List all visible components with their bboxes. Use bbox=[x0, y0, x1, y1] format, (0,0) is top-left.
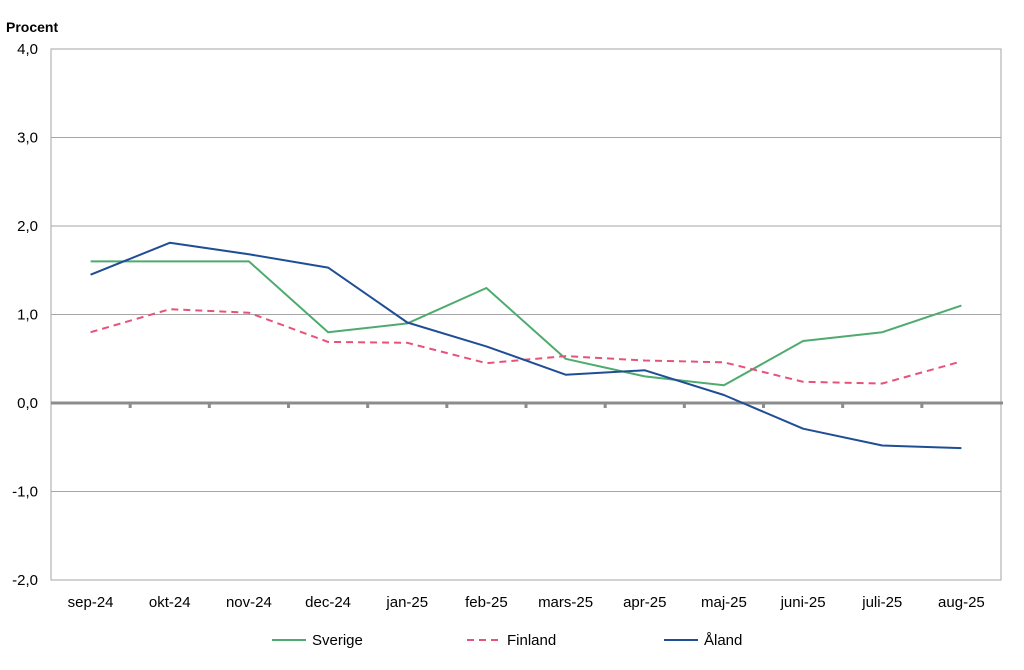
zero-axis bbox=[51, 401, 1003, 408]
x-tick-label: nov-24 bbox=[226, 594, 272, 611]
series-line--land bbox=[90, 241, 962, 450]
y-tick-label: 1,0 bbox=[17, 307, 38, 324]
legend-label: Finland bbox=[507, 632, 556, 649]
y-axis-label: Procent bbox=[6, 19, 58, 35]
x-tick-label: apr-25 bbox=[623, 594, 666, 611]
y-tick-label: 3,0 bbox=[17, 130, 38, 147]
gridlines bbox=[51, 137, 1001, 492]
x-tick-label: mars-25 bbox=[538, 594, 593, 611]
x-tick-label: dec-24 bbox=[305, 594, 351, 611]
x-tick-label: jan-25 bbox=[385, 594, 428, 611]
legend: Sverige Finland Åland bbox=[272, 632, 742, 649]
series-line-sverige bbox=[90, 260, 962, 387]
y-tick-label: 2,0 bbox=[17, 218, 38, 235]
series-line-finland bbox=[90, 308, 962, 385]
y-tick-label: -2,0 bbox=[12, 572, 38, 589]
legend-label: Åland bbox=[704, 632, 742, 649]
x-tick-label: sep-24 bbox=[68, 594, 114, 611]
y-axis-ticks: 4,0 3,0 2,0 1,0 0,0 -1,0 -2,0 bbox=[12, 41, 38, 589]
x-tick-label: aug-25 bbox=[938, 594, 985, 611]
y-tick-label: 4,0 bbox=[17, 41, 38, 58]
x-tick-label: feb-25 bbox=[465, 594, 508, 611]
series-lines bbox=[90, 241, 962, 450]
x-tick-label: juni-25 bbox=[780, 594, 826, 611]
x-axis-ticks: sep-24 okt-24 nov-24 dec-24 jan-25 feb-25 mars… bbox=[68, 594, 985, 611]
legend-label: Sverige bbox=[312, 632, 363, 649]
y-tick-label: -1,0 bbox=[12, 484, 38, 501]
x-tick-label: okt-24 bbox=[149, 594, 191, 611]
x-tick-label: juli-25 bbox=[861, 594, 902, 611]
y-tick-label: 0,0 bbox=[17, 395, 38, 412]
x-tick-label: maj-25 bbox=[701, 594, 747, 611]
